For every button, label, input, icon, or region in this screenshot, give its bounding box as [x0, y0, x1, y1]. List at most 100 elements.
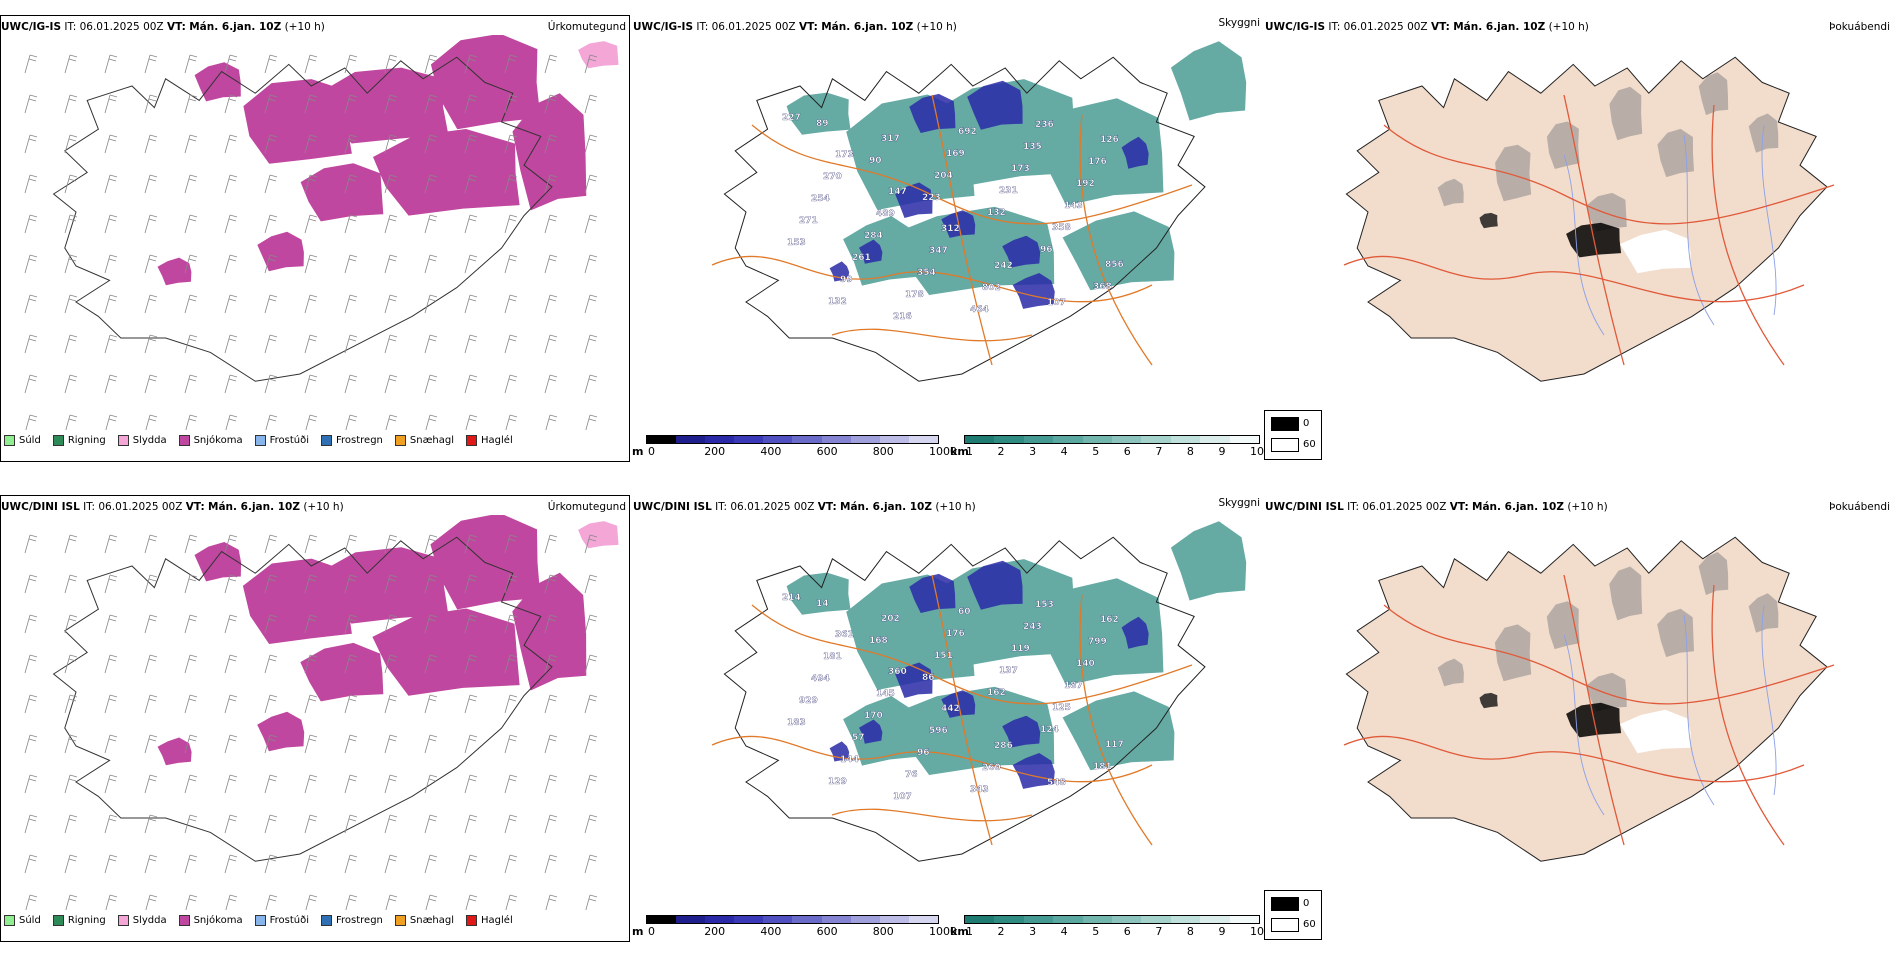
- scale-tick-label: 3: [1029, 925, 1037, 938]
- wind-barb: [464, 574, 478, 594]
- wind-barb: [344, 814, 358, 834]
- wind-barb: [344, 374, 358, 394]
- scale-step: [647, 916, 677, 923]
- field-name: Skyggni: [1218, 497, 1261, 509]
- wind-barb: [104, 574, 118, 594]
- ceiling-label: 145: [876, 689, 895, 699]
- ceiling-label: 354: [917, 268, 936, 278]
- wind-barb: [144, 54, 158, 74]
- visibility-area: [786, 92, 851, 135]
- snowfall-area: [300, 642, 384, 702]
- wind-barb: [224, 214, 238, 234]
- river-line: [1761, 604, 1777, 796]
- ceiling-label: 929: [799, 696, 818, 706]
- scale-step: [1141, 916, 1171, 923]
- scale-step: [1053, 436, 1083, 443]
- scale-step: [1170, 916, 1201, 923]
- wind-barb: [344, 174, 358, 194]
- wind-barb: [64, 174, 78, 194]
- wind-barb: [384, 94, 398, 114]
- ceiling-label: 124: [1040, 725, 1059, 735]
- wind-barb: [145, 414, 158, 430]
- wind-barb: [64, 654, 78, 674]
- road-network: [711, 574, 1193, 846]
- ceiling-label: 856: [1105, 260, 1124, 270]
- low-ceiling-areas: [829, 560, 1149, 789]
- ceiling-label: 129: [828, 777, 847, 787]
- snowfall-areas: [157, 515, 587, 766]
- ceiling-labels: 227 173 147 312 242 107 126 270 489 347 802 236 176 2…: [782, 113, 1124, 322]
- wind-barb: [184, 694, 198, 714]
- road-line: [931, 94, 993, 366]
- panel-header: UWC/IG-IS IT: 06.01.2025 00Z VT: Mán. 6.…: [633, 21, 957, 33]
- ceiling-label: 799: [1088, 637, 1107, 647]
- ceiling-label: 96: [1040, 245, 1053, 255]
- wind-barb: [304, 254, 318, 274]
- ceiling-label: 107: [893, 792, 912, 802]
- wind-barb: [584, 374, 598, 394]
- wind-barb: [384, 254, 398, 274]
- precip-legend-swatch: [466, 915, 478, 926]
- precip-legend-item: Snjókoma: [178, 915, 243, 926]
- wind-barb: [264, 574, 278, 594]
- visibility-panel-top: UWC/IG-IS IT: 06.01.2025 00Z VT: Mán. 6.…: [632, 15, 1264, 480]
- wind-barb: [544, 334, 558, 354]
- fog-shade: [1586, 192, 1627, 232]
- low-ceiling-area: [909, 93, 956, 133]
- scale-step: [705, 436, 735, 443]
- coastline: [52, 56, 553, 382]
- precip-legend-item: Snæhagl: [394, 435, 454, 446]
- wind-barb: [264, 254, 278, 274]
- ceiling-label: 107: [1047, 298, 1066, 308]
- wind-barb: [544, 174, 558, 194]
- scale-tick-label: 6: [1123, 925, 1131, 938]
- wind-barb: [304, 814, 318, 834]
- wind-barbs: [24, 54, 598, 430]
- wind-barb: [424, 214, 438, 234]
- wind-barb: [464, 614, 478, 634]
- wind-barb: [384, 134, 398, 154]
- visibility-scale: km 1 2 3 4 5 6 7 8 9 10: [950, 435, 1264, 463]
- precip-legend-swatch: [394, 915, 406, 926]
- wind-barb: [224, 654, 238, 674]
- wind-barb: [224, 814, 238, 834]
- snowfall-area: [321, 67, 449, 144]
- wind-barb: [504, 134, 518, 154]
- snowfall-area: [320, 547, 449, 624]
- wind-barb: [304, 334, 318, 354]
- ceiling-label: 261: [852, 253, 871, 263]
- wind-barb: [544, 134, 558, 154]
- ceiling-label: 227: [782, 113, 801, 123]
- low-ceiling-area: [967, 560, 1023, 610]
- scale-step: [850, 916, 880, 923]
- wind-barb: [384, 654, 398, 674]
- scale-step: [792, 436, 822, 443]
- scale-step: [763, 916, 793, 923]
- fog-shade: [1494, 624, 1532, 682]
- fog-legend: 0 60: [1264, 410, 1322, 460]
- field-name: Þokuábendi: [1829, 501, 1890, 513]
- fog-shade: [1698, 552, 1729, 596]
- road-line: [1563, 574, 1625, 846]
- wind-barb: [504, 374, 518, 394]
- scale-unit: m: [632, 925, 644, 938]
- wind-barb: [424, 294, 438, 314]
- wind-barb: [64, 614, 78, 634]
- wind-barb: [224, 334, 238, 354]
- road-line: [1383, 604, 1835, 705]
- wind-barb: [265, 894, 278, 910]
- wind-barb: [344, 854, 358, 874]
- wind-barb: [64, 374, 78, 394]
- scale-tick-label: 1000: [929, 445, 957, 458]
- precip-legend-swatch: [466, 435, 478, 446]
- wind-barb: [544, 814, 558, 834]
- scale-tick-label: 400: [760, 445, 782, 458]
- fog-legend-light-label: 60: [1303, 439, 1316, 450]
- wind-barb: [304, 134, 318, 154]
- ceiling-label: 132: [987, 208, 1006, 218]
- visibility-area: [930, 559, 1078, 666]
- wind-barb: [104, 374, 118, 394]
- scale-step: [965, 436, 995, 443]
- snowfall-area: [373, 129, 520, 216]
- scale-step: [1141, 436, 1171, 443]
